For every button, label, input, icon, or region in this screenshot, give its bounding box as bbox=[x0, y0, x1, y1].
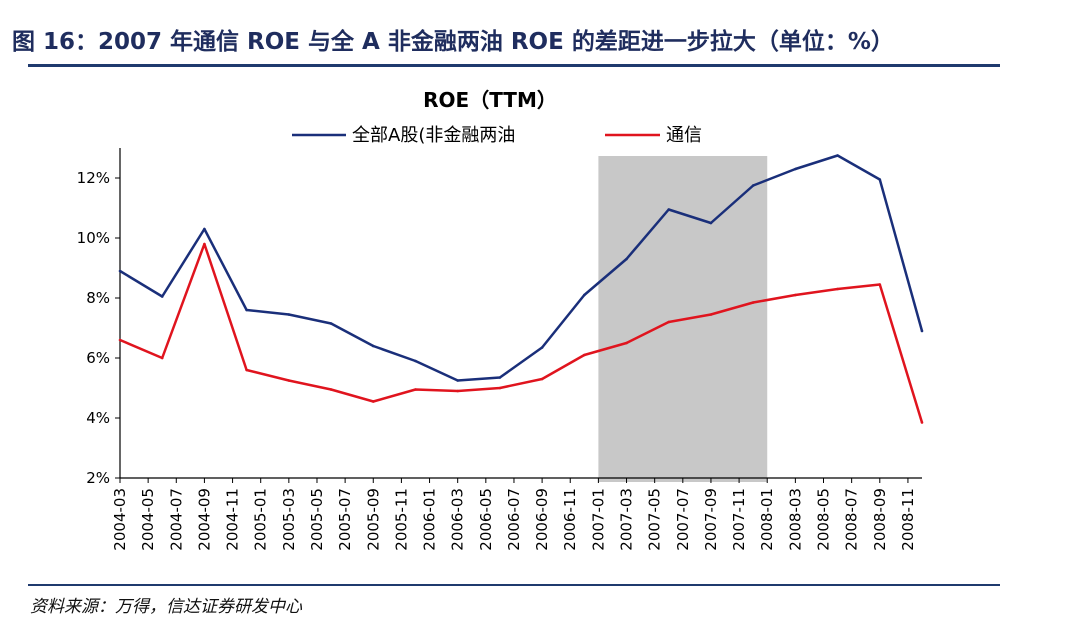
x-tick-label: 2006-11 bbox=[561, 488, 579, 551]
x-tick-label: 2004-09 bbox=[195, 488, 213, 551]
data-point-all-a bbox=[287, 313, 291, 316]
data-point-telecom bbox=[245, 368, 248, 372]
data-point-all-a bbox=[836, 154, 839, 157]
data-point-all-a bbox=[329, 322, 333, 325]
data-point-telecom bbox=[160, 356, 164, 360]
series-line-all-a bbox=[119, 154, 924, 382]
x-tick-label: 2005-07 bbox=[336, 488, 354, 551]
data-point-telecom bbox=[203, 242, 206, 246]
data-point-telecom bbox=[498, 386, 502, 390]
y-tick-label: 8% bbox=[86, 289, 110, 307]
data-point-all-a bbox=[625, 257, 628, 261]
x-tick-label: 2007-09 bbox=[702, 488, 720, 551]
x-tick-label: 2007-11 bbox=[730, 488, 748, 551]
y-tick-label: 12% bbox=[77, 169, 110, 187]
data-point-telecom bbox=[878, 283, 882, 286]
data-point-all-a bbox=[878, 178, 882, 181]
data-point-all-a bbox=[667, 208, 671, 211]
x-tick-label: 2004-05 bbox=[139, 488, 157, 551]
data-point-telecom bbox=[751, 301, 755, 304]
data-point-all-a bbox=[794, 167, 797, 171]
title-rule bbox=[28, 64, 1000, 67]
x-tick-label: 2006-07 bbox=[505, 488, 523, 551]
legend-label-telecom: 通信 bbox=[666, 125, 702, 146]
source-rule bbox=[28, 584, 1000, 586]
data-point-telecom bbox=[287, 379, 291, 382]
x-tick-label: 2004-03 bbox=[111, 488, 129, 551]
roe-line-chart: ROE（TTM） 2% 4% 6% 8% 10% 12% 2004-03 2004-05 200… bbox=[77, 88, 924, 551]
legend-label-all-a: 全部A股(非金融两油 bbox=[352, 125, 515, 146]
x-tick-label: 2008-09 bbox=[871, 488, 889, 551]
x-tick-label: 2004-07 bbox=[167, 488, 185, 551]
x-tick-label: 2007-01 bbox=[589, 488, 607, 551]
x-tick-label: 2008-03 bbox=[786, 488, 804, 551]
data-point-all-a bbox=[203, 227, 206, 231]
source-note: 资料来源：万得，信达证券研发中心 bbox=[30, 597, 302, 617]
data-point-all-a bbox=[709, 221, 713, 225]
x-tick-label: 2007-07 bbox=[674, 488, 692, 551]
x-tick-label: 2005-11 bbox=[392, 488, 410, 551]
data-point-all-a bbox=[118, 269, 122, 273]
data-point-all-a bbox=[371, 344, 375, 348]
x-tick-label: 2008-07 bbox=[843, 488, 861, 551]
x-tick-label: 2005-09 bbox=[364, 488, 382, 551]
x-tick-label: 2008-05 bbox=[815, 488, 833, 551]
x-tick-label: 2007-05 bbox=[646, 488, 664, 551]
data-point-telecom bbox=[709, 313, 713, 316]
x-tick-label: 2004-11 bbox=[224, 488, 242, 551]
data-point-telecom bbox=[329, 388, 333, 391]
x-tick-label: 2006-09 bbox=[533, 488, 551, 551]
data-point-all-a bbox=[498, 376, 502, 379]
data-point-all-a bbox=[920, 329, 924, 333]
y-tick-label: 10% bbox=[77, 229, 110, 247]
data-point-all-a bbox=[540, 346, 544, 349]
data-point-telecom bbox=[371, 400, 375, 403]
data-point-telecom bbox=[540, 377, 544, 381]
data-point-telecom bbox=[118, 338, 122, 342]
data-point-all-a bbox=[583, 293, 586, 297]
x-tick-label: 2005-03 bbox=[280, 488, 298, 551]
data-point-all-a bbox=[245, 308, 248, 312]
data-point-telecom bbox=[414, 388, 417, 391]
data-point-all-a bbox=[160, 295, 164, 298]
y-tick-label: 4% bbox=[86, 409, 110, 427]
data-point-all-a bbox=[414, 359, 417, 363]
x-tick-label: 2007-03 bbox=[618, 488, 636, 551]
data-point-telecom bbox=[836, 287, 839, 291]
x-tick-label: 2005-05 bbox=[308, 488, 326, 551]
x-tick-label: 2005-01 bbox=[252, 488, 270, 551]
data-point-all-a bbox=[751, 184, 755, 187]
data-point-telecom bbox=[456, 389, 459, 393]
data-point-telecom bbox=[625, 341, 628, 345]
data-point-telecom bbox=[667, 320, 671, 324]
x-tick-label: 2008-01 bbox=[758, 488, 776, 551]
data-point-telecom bbox=[794, 293, 797, 297]
chart-title: ROE（TTM） bbox=[423, 88, 557, 112]
x-tick-label: 2006-05 bbox=[477, 488, 495, 551]
y-tick-label: 2% bbox=[86, 469, 110, 487]
x-tick-label: 2006-01 bbox=[421, 488, 439, 551]
x-tick-label: 2008-11 bbox=[899, 488, 917, 551]
series-line-telecom bbox=[119, 242, 924, 423]
y-tick-label: 6% bbox=[86, 349, 110, 367]
data-point-telecom bbox=[920, 421, 924, 424]
x-tick-label: 2006-03 bbox=[449, 488, 467, 551]
data-point-telecom bbox=[583, 353, 586, 357]
figure-title: 图 16：2007 年通信 ROE 与全 A 非金融两油 ROE 的差距进一步拉… bbox=[12, 29, 894, 55]
data-point-all-a bbox=[456, 379, 459, 382]
